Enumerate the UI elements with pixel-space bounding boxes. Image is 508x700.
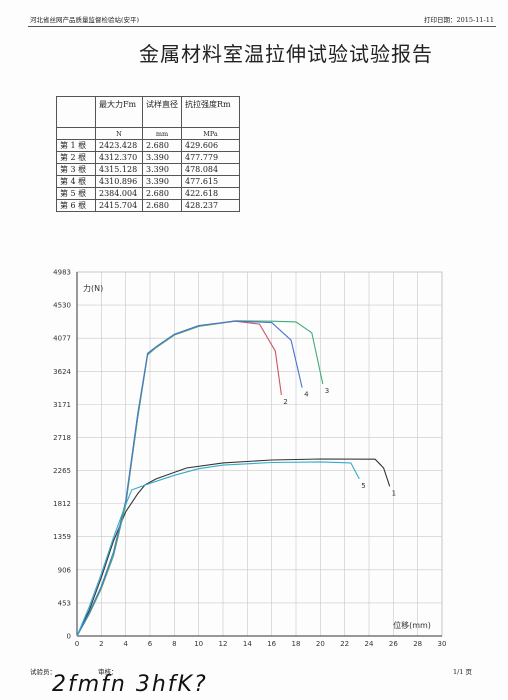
x-tick-label: 16 xyxy=(267,640,276,648)
x-tick-label: 26 xyxy=(389,640,398,648)
header-divider xyxy=(28,26,496,27)
table-cell: 4312.370 xyxy=(95,151,143,164)
table-row: 第 1 根 2423.428 2.680 429.606 xyxy=(56,139,240,152)
tester-label: 试验员： xyxy=(30,668,56,676)
print-date: 打印日期：2015-11-11 xyxy=(424,14,494,24)
x-tick-label: 0 xyxy=(75,640,79,648)
x-tick-label: 30 xyxy=(438,640,447,648)
series-label: 3 xyxy=(325,387,329,395)
series-line-3 xyxy=(76,320,324,637)
table-cell: 2423.428 xyxy=(95,139,143,152)
table-cell: 第 1 根 xyxy=(56,139,96,152)
x-tick-label: 6 xyxy=(148,640,153,648)
table-cell: 2415.704 xyxy=(95,199,143,212)
table-row: 第 6 根 2415.704 2.680 428.237 xyxy=(56,199,240,212)
y-tick-label: 2265 xyxy=(53,467,71,475)
y-tick-label: 1812 xyxy=(53,500,71,508)
y-tick-label: 4077 xyxy=(53,335,71,343)
series-label: 1 xyxy=(392,489,396,497)
series-line-5 xyxy=(76,461,360,637)
y-tick-label: 1359 xyxy=(53,533,71,541)
series-line-4 xyxy=(76,320,303,637)
table-cell: 428.237 xyxy=(181,199,240,212)
table-cell: 第 5 根 xyxy=(56,187,96,200)
table-cell: 第 3 根 xyxy=(56,163,96,176)
table-cell: 第 4 根 xyxy=(56,175,96,188)
series-line-1 xyxy=(76,458,391,637)
table-header-cell: 抗拉强度Rm xyxy=(181,96,240,128)
y-tick-label: 3171 xyxy=(53,401,71,409)
table-cell: 477.615 xyxy=(181,175,240,188)
x-axis-label: 位移(mm) xyxy=(393,620,431,630)
x-tick-label: 10 xyxy=(194,640,203,648)
series-label: 5 xyxy=(361,482,365,490)
table-row: 第 5 根 2384.004 2.680 422.618 xyxy=(56,187,240,200)
x-tick-label: 20 xyxy=(316,640,325,648)
table-cell: 477.779 xyxy=(181,151,240,164)
table-row: 第 3 根 4315.128 3.390 478.084 xyxy=(56,163,240,176)
y-tick-label: 2718 xyxy=(53,434,71,442)
table-cell: 2.680 xyxy=(142,139,182,152)
print-date-value: 2015-11-11 xyxy=(456,16,494,24)
table-unit-cell: mm xyxy=(142,127,182,140)
approver-label: 审核： xyxy=(98,668,118,676)
y-tick-label: 3624 xyxy=(53,368,71,376)
y-tick-label: 4983 xyxy=(53,269,71,277)
x-tick-label: 28 xyxy=(413,640,422,648)
table-header-cell: 最大力Fm xyxy=(95,96,143,128)
table-cell: 3.390 xyxy=(142,163,182,176)
table-cell: 第 2 根 xyxy=(56,151,96,164)
table-row: 第 2 根 4312.370 3.390 477.779 xyxy=(56,151,240,164)
report-title: 金属材料室温拉伸试验试验报告 xyxy=(139,42,433,66)
table-cell: 3.390 xyxy=(142,175,182,188)
table-header-cell xyxy=(56,96,96,128)
table-cell: 4310.896 xyxy=(95,175,143,188)
x-tick-label: 24 xyxy=(365,640,374,648)
page-number: 1/1 页 xyxy=(452,668,472,676)
table-cell: 422.618 xyxy=(181,187,240,200)
table-cell: 2.680 xyxy=(142,199,182,212)
handwritten-signature: 2fmfn 3hfK? xyxy=(52,672,208,697)
table-cell: 第 6 根 xyxy=(56,199,96,212)
print-date-label: 打印日期： xyxy=(424,16,457,24)
x-tick-label: 12 xyxy=(219,640,228,648)
table-unit-cell: N xyxy=(95,127,143,140)
table-cell: 429.606 xyxy=(181,139,240,152)
series-label: 2 xyxy=(283,398,287,406)
y-tick-label: 453 xyxy=(58,599,71,607)
series-line-2 xyxy=(76,320,282,637)
table-cell: 4315.128 xyxy=(95,163,143,176)
table-cell: 2.680 xyxy=(142,187,182,200)
table-header-cell: 试样直径 xyxy=(142,96,182,128)
x-tick-label: 14 xyxy=(243,640,252,648)
x-tick-label: 8 xyxy=(172,640,176,648)
y-axis-label: 力(N) xyxy=(83,283,103,293)
organization-name: 河北省丝网产品质量监督检验站(安平) xyxy=(30,16,140,24)
table-cell: 3.390 xyxy=(142,151,182,164)
table-header-row: 最大力Fm 试样直径 抗拉强度Rm xyxy=(56,96,240,128)
y-tick-label: 4530 xyxy=(53,302,71,310)
series-label: 4 xyxy=(304,391,309,399)
x-tick-label: 18 xyxy=(292,640,301,648)
y-tick-label: 0 xyxy=(67,633,71,641)
x-tick-label: 4 xyxy=(123,640,128,648)
table-unit-cell xyxy=(56,127,96,140)
x-tick-label: 22 xyxy=(340,640,349,648)
table-cell: 478.084 xyxy=(181,163,240,176)
table-cell: 2384.004 xyxy=(95,187,143,200)
table-row: 第 4 根 4310.896 3.390 477.615 xyxy=(56,175,240,188)
y-tick-label: 906 xyxy=(58,566,72,574)
force-displacement-chart: 0 2 4 6 8 10 12 14 16 18 20 22 24 26 28 300453906135918… xyxy=(53,269,447,649)
x-tick-label: 2 xyxy=(99,640,103,648)
table-unit-cell: MPa xyxy=(181,127,240,140)
